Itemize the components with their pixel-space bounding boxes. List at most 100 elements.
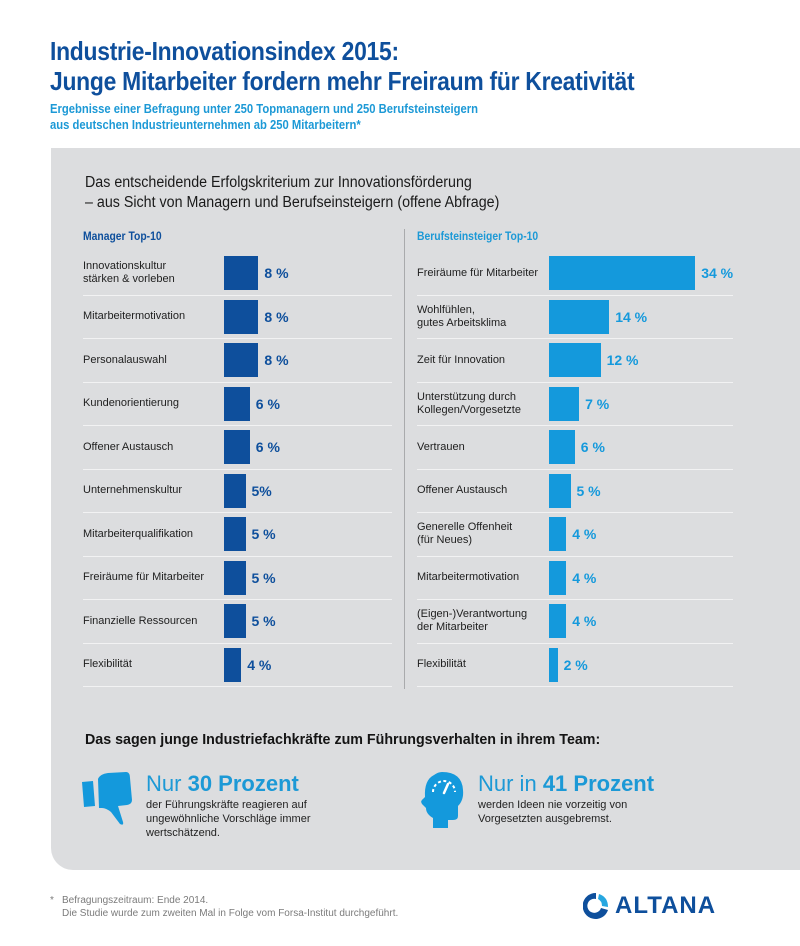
manager-bar	[224, 386, 250, 421]
row-separator	[83, 686, 392, 687]
chart-title-line-2: – aus Sicht von Managern und Berufseinst…	[85, 194, 500, 211]
manager-bar	[224, 430, 250, 464]
einsteiger-bar	[549, 517, 567, 551]
manager-row: Kundenorientierung 6 %	[83, 383, 392, 426]
manager-value-label: 5%	[251, 482, 272, 499]
einsteiger-row: Generelle Offenheit (für Neues) 4 %	[417, 513, 733, 557]
footnote-line-2: Die Studie wurde zum zweiten Mal in Folg…	[62, 908, 399, 919]
manager-bar	[224, 256, 259, 290]
einsteiger-row: Offener Austausch 5 %	[417, 470, 733, 513]
stat-2-prefix: Nur in	[478, 771, 537, 796]
einsteiger-category-label: Flexibilität	[417, 658, 466, 670]
einsteiger-row: Vertrauen 6 %	[417, 426, 733, 470]
manager-category-label: Personalauswahl	[83, 353, 167, 366]
row-separator	[417, 686, 733, 687]
title-line-1: Industrie-Innovationsindex 2015:	[50, 36, 399, 66]
manager-category-label: Mitarbeiterqualifikation	[83, 527, 194, 540]
einsteiger-value-label: 6 %	[580, 439, 605, 455]
einsteiger-row: Flexibilität 2 %	[417, 644, 733, 687]
stat-2-description: werden Ideen nie vorzeitig von Vorgesetz…	[478, 799, 628, 825]
chart-title-line-1: Das entscheidende Erfolgskriterium zur I…	[85, 174, 472, 191]
manager-bar	[224, 517, 246, 551]
einsteiger-row: Wohlfühlen, gutes Arbeitsklima 14 %	[417, 296, 733, 339]
manager-bar	[224, 299, 259, 334]
thumbs-down-icon	[82, 772, 132, 825]
einsteiger-value-label: 4 %	[572, 569, 597, 586]
manager-value-label: 8 %	[264, 265, 289, 281]
einsteiger-bar	[549, 299, 610, 334]
einsteiger-value-label: 5 %	[576, 482, 601, 499]
stat-1-prefix: Nur	[146, 771, 182, 796]
einsteiger-bar-chart: Freiräume für Mitarbeiter 34 % Wohlfühlen,…	[417, 252, 733, 687]
manager-row: Offener Austausch 6 %	[83, 426, 392, 470]
einsteiger-category-label: Wohlfühlen, gutes Arbeitsklima	[417, 303, 507, 329]
manager-value-label: 5 %	[251, 526, 276, 542]
manager-heading: Manager Top-10	[83, 231, 162, 243]
manager-value-label: 6 %	[255, 439, 280, 455]
manager-value-label: 6 %	[255, 395, 280, 412]
einsteiger-bar	[549, 386, 580, 421]
subtitle-line-1: Ergebnisse einer Befragung unter 250 Top…	[50, 102, 479, 116]
stat-1-highlight: 30 Prozent	[187, 771, 299, 796]
quotes-heading: Das sagen junge Industriefachkräfte zum …	[85, 731, 601, 748]
manager-row: Unternehmenskultur 5%	[83, 470, 392, 513]
row-separator	[83, 338, 392, 339]
altana-logo: ALTANA	[583, 892, 716, 920]
manager-bar	[224, 473, 246, 508]
row-separator	[83, 512, 392, 513]
row-separator	[83, 294, 392, 296]
manager-value-label: 8 %	[264, 352, 289, 368]
einsteiger-value-label: 7 %	[585, 395, 610, 412]
manager-category-label: Flexibilität	[83, 658, 132, 670]
row-separator	[417, 338, 733, 339]
row-separator	[417, 555, 733, 557]
einsteiger-row: Mitarbeitermotivation 4 %	[417, 557, 733, 600]
einsteiger-category-label: Zeit für Innovation	[417, 353, 506, 366]
einsteiger-row: Zeit für Innovation 12 %	[417, 339, 733, 383]
manager-row: Personalauswahl 8 %	[83, 339, 392, 383]
einsteiger-value-label: 34 %	[701, 265, 734, 281]
manager-row: Mitarbeitermotivation 8 %	[83, 296, 392, 339]
manager-row: Flexibilität 4 %	[83, 644, 392, 687]
einsteiger-value-label: 14 %	[615, 308, 648, 325]
chart-title: Das entscheidende Erfolgskriterium zur I…	[85, 173, 499, 213]
einsteiger-row: Unterstützung durch Kollegen/Vorgesetzte…	[417, 383, 733, 426]
manager-value-label: 5 %	[251, 613, 276, 629]
row-separator	[417, 599, 733, 600]
row-separator	[417, 425, 733, 426]
altana-logo-text: ALTANA	[615, 892, 717, 919]
einsteiger-row: Freiräume für Mitarbeiter 34 %	[417, 252, 733, 296]
einsteiger-category-label: Generelle Offenheit (für Neues)	[417, 521, 513, 546]
einsteiger-value-label: 4 %	[572, 613, 597, 629]
row-separator	[83, 555, 392, 557]
row-separator	[417, 512, 733, 513]
manager-category-label: Innovationskultur stärken & vorleben	[83, 260, 175, 285]
manager-category-label: Offener Austausch	[83, 440, 174, 453]
einsteiger-value-label: 4 %	[572, 526, 597, 542]
row-separator	[83, 468, 392, 470]
einsteiger-heading: Berufsteinsteiger Top-10	[417, 231, 539, 243]
einsteiger-bar	[549, 560, 567, 595]
einsteiger-bar	[549, 343, 601, 377]
manager-bar	[224, 604, 246, 638]
row-separator	[417, 381, 733, 383]
manager-row: Innovationskultur stärken & vorleben 8 %	[83, 252, 392, 296]
row-separator	[417, 642, 733, 644]
footnote-text: Befragungszeitraum: Ende 2014. Die Studi…	[62, 894, 398, 920]
stat-2-headline: Nur in 41 Prozent	[478, 772, 654, 796]
manager-bar-chart: Innovationskultur stärken & vorleben 8 % M…	[83, 252, 392, 687]
row-separator	[417, 294, 733, 296]
altana-logo-mark-icon	[583, 892, 608, 919]
einsteiger-category-label: (Eigen-)Verantwortung der Mitarbeiter	[417, 608, 528, 633]
head-gauge-icon	[421, 772, 464, 828]
row-separator	[83, 425, 392, 426]
einsteiger-bar	[549, 256, 696, 290]
row-separator	[83, 381, 392, 383]
einsteiger-row: (Eigen-)Verantwortung der Mitarbeiter 4 %	[417, 600, 733, 644]
stat-1-description: der Führungskräfte reagieren auf ungewöh…	[146, 799, 311, 839]
manager-row: Freiräume für Mitarbeiter 5 %	[83, 557, 392, 600]
einsteiger-bar	[549, 604, 567, 638]
einsteiger-category-label: Vertrauen	[417, 440, 465, 453]
manager-category-label: Unternehmenskultur	[83, 484, 183, 496]
manager-value-label: 8 %	[264, 308, 289, 325]
